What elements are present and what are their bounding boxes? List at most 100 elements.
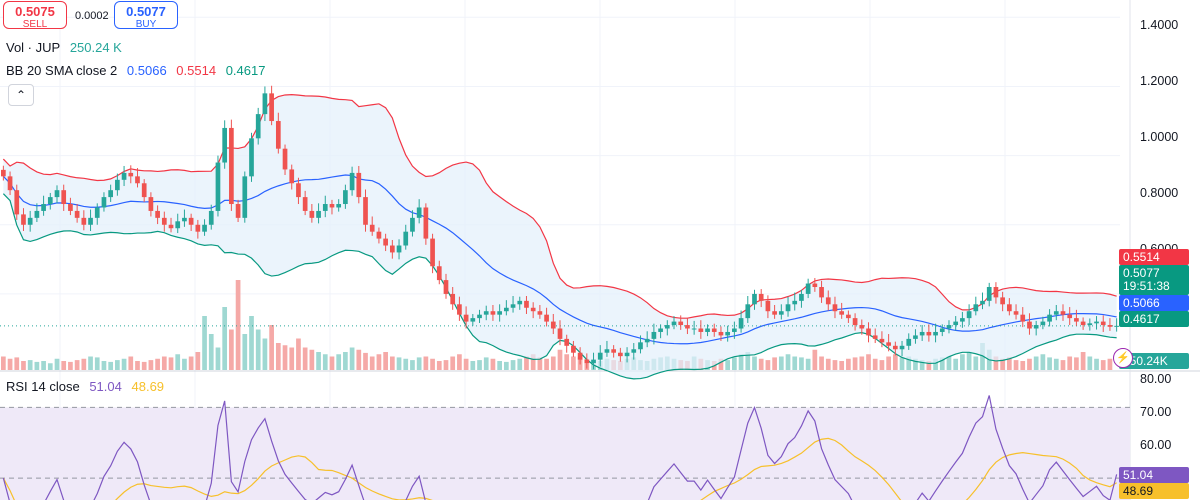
candle-body bbox=[208, 210, 214, 225]
volume-bar bbox=[1, 356, 6, 370]
volume-bar bbox=[208, 334, 214, 370]
candle-body bbox=[249, 138, 254, 177]
volume-bar bbox=[309, 349, 315, 370]
candle-body bbox=[933, 331, 938, 336]
volume-bar bbox=[61, 361, 67, 370]
candle-body bbox=[651, 331, 657, 339]
volume-bar bbox=[27, 360, 33, 370]
candle-body bbox=[21, 214, 26, 225]
volume-bar bbox=[450, 356, 456, 370]
volume-tag: 250.24K bbox=[1119, 353, 1189, 369]
candle-body bbox=[812, 283, 818, 288]
rsi-legend-label: RSI 14 close bbox=[6, 379, 80, 394]
volume-bar bbox=[88, 356, 93, 370]
candle-body bbox=[457, 304, 462, 315]
volume-bar bbox=[1006, 357, 1012, 370]
buy-button[interactable]: 0.5077 BUY bbox=[114, 1, 178, 30]
candle-body bbox=[517, 300, 523, 305]
volume-bar bbox=[289, 347, 295, 370]
candle-body bbox=[430, 238, 435, 267]
volume-bar bbox=[913, 358, 918, 370]
candle-body bbox=[805, 283, 811, 294]
volume-bar bbox=[168, 357, 174, 370]
volume-bar bbox=[752, 356, 757, 370]
volume-bar bbox=[349, 347, 355, 370]
volume-bar bbox=[866, 354, 871, 370]
volume-bar bbox=[463, 358, 469, 370]
candle-body bbox=[1074, 318, 1079, 322]
rsi-legend[interactable]: RSI 14 close 51.04 48.69 bbox=[6, 379, 170, 394]
candle-body bbox=[182, 217, 187, 222]
volume-bar bbox=[41, 361, 46, 370]
candle-body bbox=[68, 204, 73, 211]
volume-bar bbox=[892, 354, 898, 370]
candle-body bbox=[879, 338, 885, 343]
volume-bar bbox=[443, 360, 449, 370]
volume-bar bbox=[906, 356, 912, 370]
candle-body bbox=[953, 321, 959, 326]
volume-bar bbox=[557, 349, 563, 370]
candle-body bbox=[671, 321, 677, 326]
volume-bar bbox=[1100, 360, 1106, 370]
candle-body bbox=[1020, 314, 1026, 322]
volume-bar bbox=[879, 360, 885, 370]
volume-bar bbox=[322, 354, 328, 370]
bb-basis-line bbox=[2, 174, 1117, 345]
candle-body bbox=[1, 169, 6, 177]
bb-legend[interactable]: BB 20 SMA close 2 0.5066 0.5514 0.4617 bbox=[6, 63, 271, 78]
candle-body bbox=[108, 190, 114, 198]
candle-body bbox=[564, 338, 570, 346]
volume-bar bbox=[108, 361, 114, 370]
candle-body bbox=[698, 328, 704, 332]
candle-body bbox=[222, 127, 228, 163]
volume-legend[interactable]: Vol · JUP 250.24 K bbox=[6, 40, 128, 55]
volume-bar bbox=[1013, 360, 1019, 370]
volume-legend-value: 250.24 K bbox=[69, 40, 122, 55]
sell-button[interactable]: 0.5075 SELL bbox=[3, 1, 67, 30]
volume-bar bbox=[242, 334, 248, 370]
candle-body bbox=[1047, 314, 1052, 322]
candle-body bbox=[135, 176, 140, 184]
rsi-tag: 51.04 bbox=[1119, 467, 1189, 483]
volume-bar bbox=[483, 357, 489, 370]
volume-bar bbox=[7, 358, 13, 370]
candle-body bbox=[638, 342, 643, 350]
candle-body bbox=[537, 311, 543, 315]
volume-bar bbox=[960, 354, 965, 370]
volume-bar bbox=[235, 280, 241, 370]
candle-body bbox=[550, 321, 556, 329]
candle-body bbox=[946, 325, 952, 329]
candle-body bbox=[966, 311, 972, 319]
candle-body bbox=[282, 148, 288, 170]
price-tick: 0.8000 bbox=[1140, 186, 1179, 200]
candle-body bbox=[416, 207, 422, 218]
collapse-legend-button[interactable]: ⌃ bbox=[8, 84, 34, 106]
volume-bar bbox=[550, 356, 556, 370]
candle-body bbox=[1094, 321, 1099, 324]
bb-legend-label: BB 20 SMA close 2 bbox=[6, 63, 118, 78]
candle-body bbox=[685, 325, 690, 329]
volume-bar bbox=[819, 356, 824, 370]
candle-body bbox=[792, 300, 798, 305]
bb-upper-tag: 0.5514 bbox=[1119, 249, 1189, 265]
candle-body bbox=[919, 331, 925, 336]
volume-bar bbox=[812, 349, 818, 370]
candle-body bbox=[383, 238, 388, 246]
candle-body bbox=[1027, 321, 1032, 329]
candle-body bbox=[296, 183, 301, 198]
candle-body bbox=[886, 342, 891, 346]
lightning-icon[interactable]: ⚡ bbox=[1113, 348, 1133, 368]
volume-bar bbox=[423, 356, 429, 370]
candle-body bbox=[443, 280, 449, 294]
volume-bar bbox=[718, 358, 724, 370]
candle-body bbox=[913, 335, 918, 339]
candle-body bbox=[101, 197, 107, 208]
volume-bar bbox=[202, 316, 207, 370]
volume-bar bbox=[859, 356, 865, 370]
last-price-tag: 0.5077 19:51:38 bbox=[1119, 265, 1189, 295]
candle-body bbox=[1006, 304, 1012, 312]
candle-body bbox=[705, 328, 710, 332]
volume-bar bbox=[74, 360, 80, 370]
volume-bar bbox=[1107, 358, 1113, 370]
